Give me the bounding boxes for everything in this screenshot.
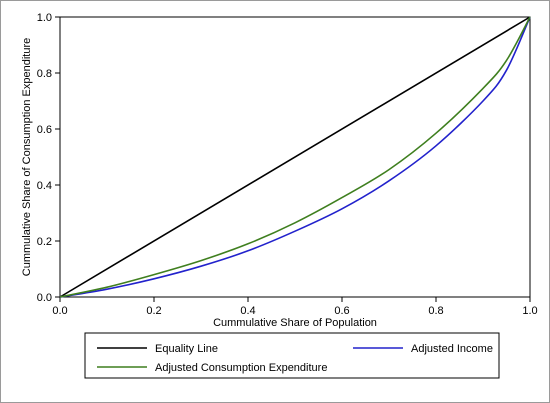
- x-tick-label: 1.0: [522, 305, 537, 317]
- y-tick-label: 0.4: [37, 180, 52, 192]
- adjusted-consumption-line: [59, 16, 531, 298]
- x-tick-label: 0.2: [146, 305, 161, 317]
- y-tick-label: 0.0: [37, 292, 52, 304]
- x-tick-label: 0.8: [428, 305, 443, 317]
- legend-box: [84, 332, 500, 379]
- adjusted-income-line: [59, 16, 531, 298]
- y-tick-label: 0.6: [37, 124, 52, 136]
- legend-label-equality: Equality Line: [155, 343, 218, 355]
- y-tick-label: 0.8: [37, 68, 52, 80]
- y-axis-title: Cummulative Share of Consumption Expendi…: [21, 38, 33, 276]
- y-tick-label: 0.2: [37, 236, 52, 248]
- x-axis-title: Cummulative Share of Population: [213, 317, 377, 329]
- x-tick-label: 0.6: [334, 305, 349, 317]
- series-lines: [59, 16, 531, 298]
- legend-label-adjusted-consumption: Adjusted Consumption Expenditure: [155, 362, 327, 374]
- legend: Equality Line Adjusted Income Adjusted C…: [84, 332, 500, 379]
- equality-line: [59, 16, 531, 298]
- y-tick-label: 1.0: [37, 12, 52, 24]
- x-axis-ticks: 0.0 0.2 0.4 0.6 0.8 1.0: [52, 297, 538, 317]
- x-tick-label: 0.4: [240, 305, 255, 317]
- x-tick-label: 0.0: [52, 305, 67, 317]
- y-axis-ticks: 0.0 0.2 0.4 0.6 0.8 1.0: [37, 12, 60, 304]
- legend-label-adjusted-income: Adjusted Income: [411, 343, 493, 355]
